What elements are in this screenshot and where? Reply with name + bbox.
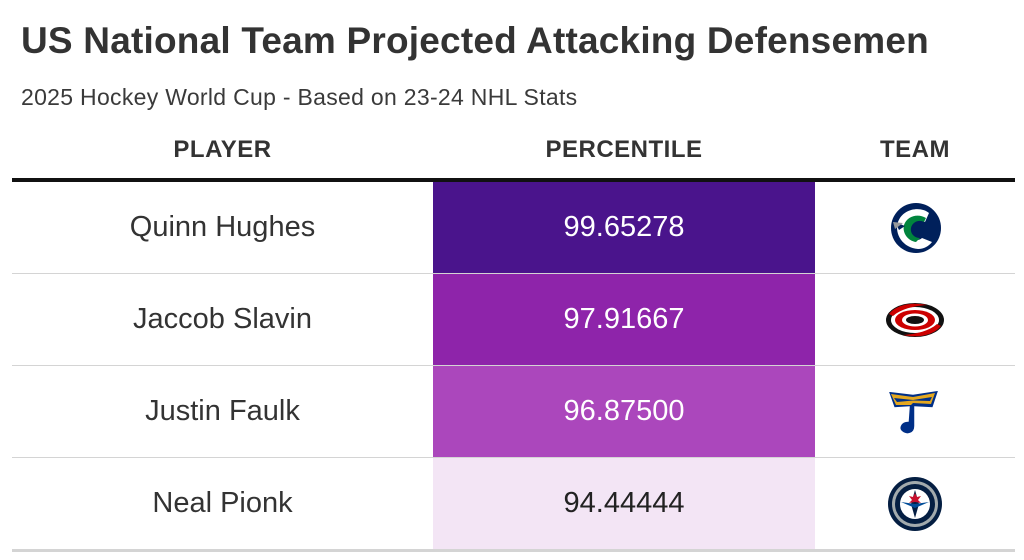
- chart-subtitle: 2025 Hockey World Cup - Based on 23-24 N…: [21, 84, 578, 110]
- team-logo-cell: [815, 180, 1015, 274]
- team-logo-cell: [815, 365, 1015, 458]
- team-logo-cell: [815, 457, 1015, 552]
- chart-title: US National Team Projected Attacking Def…: [21, 20, 929, 61]
- column-header-team: TEAM: [815, 122, 1015, 182]
- table-row: Jaccob Slavin 97.91667: [12, 273, 1015, 366]
- team-logo-cell: [815, 273, 1015, 366]
- percentile-table: PLAYER PERCENTILE TEAM Quinn Hughes 99.6…: [12, 122, 1015, 552]
- table-header-row: PLAYER PERCENTILE TEAM: [12, 122, 1015, 182]
- player-name-cell: Jaccob Slavin: [12, 273, 433, 366]
- player-name-cell: Neal Pionk: [12, 457, 433, 552]
- player-name-cell: Quinn Hughes: [12, 180, 433, 274]
- column-header-percentile: PERCENTILE: [433, 122, 815, 182]
- percentile-cell: 94.44444: [433, 457, 815, 552]
- hurricanes-logo-icon: [886, 302, 944, 337]
- percentile-cell: 99.65278: [433, 180, 815, 274]
- jets-logo-icon: [888, 476, 942, 531]
- table-row: Quinn Hughes 99.65278: [12, 180, 1015, 274]
- percentile-cell: 97.91667: [433, 273, 815, 366]
- table-row: Neal Pionk 94.44444: [12, 457, 1015, 552]
- canucks-logo-icon: [891, 202, 941, 253]
- blues-logo-icon: [886, 388, 941, 435]
- column-header-player: PLAYER: [12, 122, 433, 182]
- table-row: Justin Faulk 96.87500: [12, 365, 1015, 458]
- percentile-cell: 96.87500: [433, 365, 815, 458]
- player-name-cell: Justin Faulk: [12, 365, 433, 458]
